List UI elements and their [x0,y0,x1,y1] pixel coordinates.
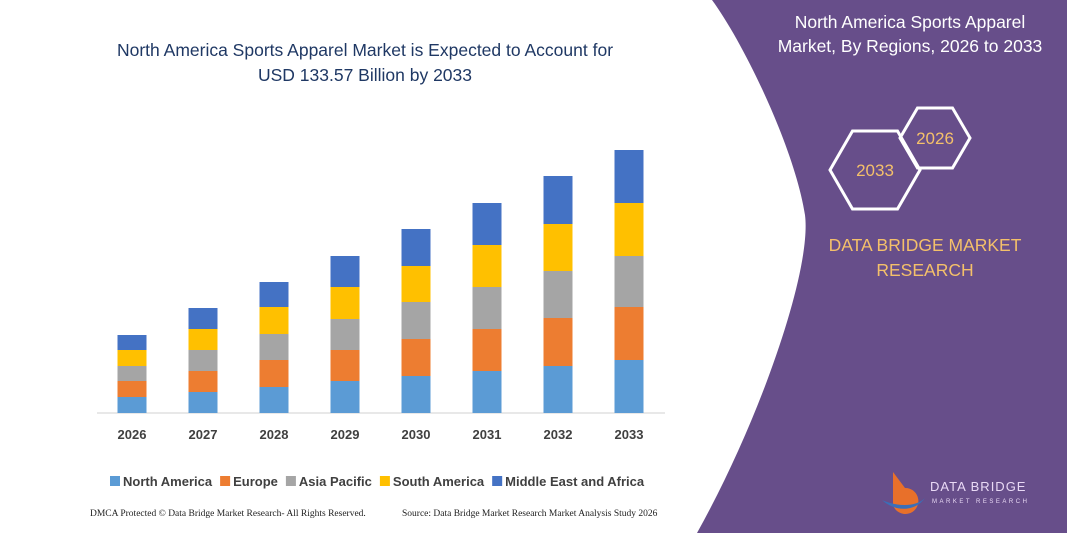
legend-swatch [492,476,503,486]
bar-segment [188,329,218,350]
hexagon-label: 2026 [916,129,954,148]
side-panel [697,0,1067,533]
bar-segment [330,319,360,350]
x-tick-label: 2030 [402,427,431,442]
brand: DATA BRIDGE MARKET RESEARCH [828,235,1022,280]
x-tick-label: 2028 [260,427,289,442]
footer-right: Source: Data Bridge Market Research Mark… [402,509,658,519]
hexagon [828,129,922,211]
bar-segment [117,381,147,397]
logo-sub: MARKET RESEARCH [932,499,1029,505]
bar-segment [614,307,644,360]
x-tick-label: 2032 [544,427,573,442]
bar-segment [543,224,573,271]
bar-segment [614,203,644,256]
logo-swoosh [882,498,925,509]
bar-segment [259,334,289,360]
hexagon [898,106,972,170]
plot: 2026 2027 2028 2029 2030 2031 2032 2033 North Am… [110,150,645,489]
bar-segment [330,350,360,381]
legend-label: Europe [233,474,278,489]
legend-label: North America [123,474,213,489]
bar-segment [472,371,502,413]
x-tick-label: 2031 [473,427,502,442]
bar-segment [117,350,147,366]
panel-title: North America Sports Apparel Market, By … [777,12,1043,56]
bar-segment [188,371,218,392]
bar-segment [543,176,573,224]
x-tick-label: 2029 [331,427,360,442]
bar-segment [543,271,573,318]
bar-segment [330,381,360,413]
logo-icon [893,472,919,514]
bar-segment [614,256,644,307]
bar-segment [259,307,289,334]
bar-segment [401,376,431,413]
bar-segment [330,287,360,319]
logo-name: DATA BRIDGE [930,479,1026,494]
bar-segment [472,245,502,287]
bar-segment [614,360,644,413]
legend-label: Middle East and Africa [505,474,645,489]
bar-segment [188,308,218,329]
bar-segment [259,282,289,307]
bar-segment [401,339,431,376]
bar-segment [614,150,644,203]
legend-swatch [379,476,390,486]
bar-segment [543,366,573,413]
legend-swatch [220,476,231,486]
bar-segment [259,387,289,413]
legend-label: South America [393,474,485,489]
bar-segment [330,256,360,287]
footer-left: DMCA Protected © Data Bridge Market Rese… [90,509,366,519]
bar-segment [401,302,431,339]
bar-segment [401,229,431,266]
bar-segment [472,287,502,329]
bar-segment [117,397,147,413]
legend-swatch [285,476,296,486]
chart-title: North America Sports Apparel Market is E… [116,40,614,85]
bar-segment [188,392,218,413]
hexagon-label: 2033 [856,161,894,180]
bar-segment [188,350,218,371]
x-tick-label: 2026 [118,427,147,442]
bar-segment [259,360,289,387]
x-tick-label: 2027 [189,427,218,442]
legend-label: Asia Pacific [299,474,372,489]
bar-segment [117,366,147,381]
bar-segment [472,329,502,371]
bar-segment [401,266,431,302]
bar-segment [472,203,502,245]
x-tick-label: 2033 [615,427,644,442]
bar-segment [117,335,147,350]
logo: DATA BRIDGE MARKET RESEARCH [882,472,1029,514]
bar-segment [543,318,573,366]
legend-swatch [110,476,120,486]
